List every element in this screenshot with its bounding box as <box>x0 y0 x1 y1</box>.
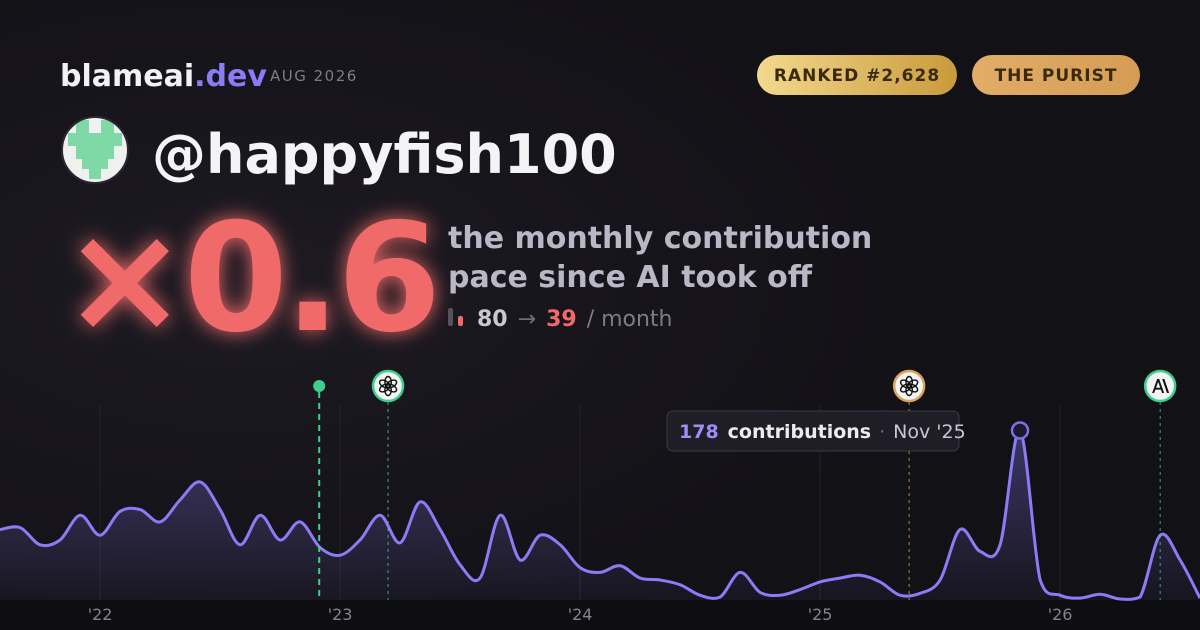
glyph-petal <box>899 379 912 389</box>
x-tick-label: '26 <box>1048 605 1073 624</box>
description-line: pace since AI took off <box>448 260 813 295</box>
avatar-ring <box>61 116 129 184</box>
event-icon <box>892 369 926 403</box>
chart: '22 '23 '24 '25 '26 178 contributions · Nov '25 <box>0 369 1200 624</box>
brand-name: blameai <box>60 59 194 94</box>
event-glyph <box>899 375 919 397</box>
event-glyph <box>1152 379 1170 393</box>
badge-rank <box>757 55 957 95</box>
highlight <box>1010 421 1030 440</box>
pace-icon <box>448 308 463 326</box>
x-tick-label: '22 <box>88 605 113 624</box>
axis-band <box>0 600 1200 630</box>
badge-rank-text: RANKED #2,628 <box>774 66 940 86</box>
event-icon <box>371 369 405 403</box>
glyph-petal <box>378 379 391 389</box>
tooltip-separator: · <box>879 421 885 443</box>
event-glyph <box>378 375 398 397</box>
multiplier: ×0.6 <box>62 192 437 366</box>
line <box>0 428 1200 601</box>
pace-unit: / month <box>587 307 673 332</box>
tooltip-value: 178 <box>679 421 719 443</box>
tooltip-box <box>666 410 960 452</box>
pace-before: 80 <box>477 307 508 332</box>
period: AUG 2026 <box>270 67 358 85</box>
avatar <box>62 117 128 183</box>
pace: 80 → 39 / month <box>477 307 673 332</box>
x-tick-label: '25 <box>808 605 833 624</box>
description-line: the monthly contribution <box>448 221 872 256</box>
pace-after: 39 <box>546 307 577 332</box>
x-tick-label: '23 <box>328 605 353 624</box>
area <box>0 430 1200 600</box>
handle: @happyfish100 <box>152 123 617 186</box>
event-dot <box>313 380 326 392</box>
tooltip-date: Nov '25 <box>893 421 966 443</box>
badge-type-text: THE PURIST <box>995 66 1118 86</box>
tooltip: 178 contributions · Nov '25 <box>679 421 966 443</box>
glyph-letter <box>1152 379 1170 393</box>
brand: blameai.dev <box>60 59 267 94</box>
x-tick-label: '24 <box>568 605 593 624</box>
brand-tld: .dev <box>194 59 267 94</box>
pace-arrow: → <box>518 307 536 332</box>
badge-type <box>972 55 1140 95</box>
tooltip-label: contributions <box>728 421 871 443</box>
